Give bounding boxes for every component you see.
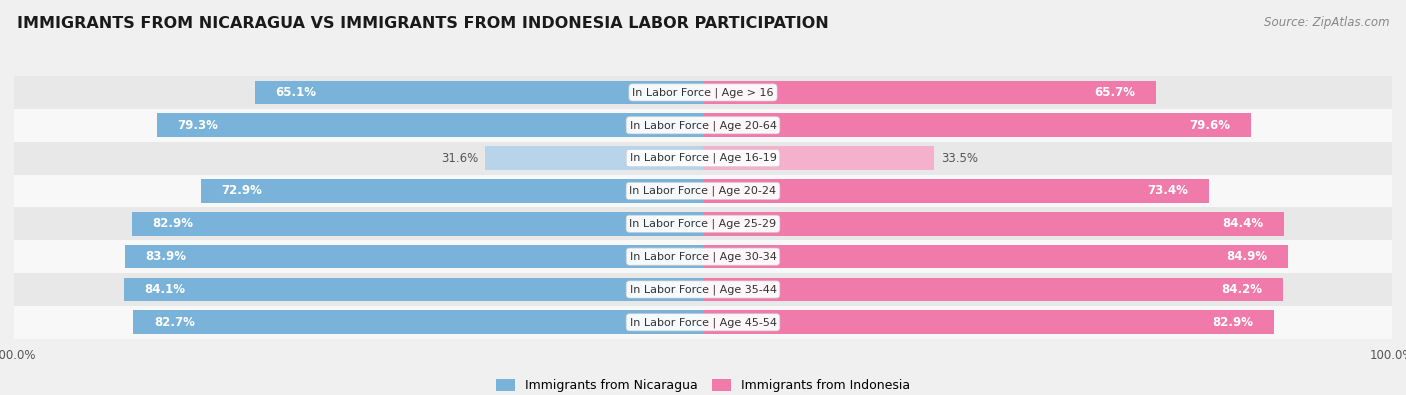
Bar	[703, 278, 1284, 301]
Bar	[703, 212, 1285, 235]
Bar	[124, 278, 703, 301]
Text: In Labor Force | Age 16-19: In Labor Force | Age 16-19	[630, 153, 776, 164]
Text: In Labor Force | Age 45-54: In Labor Force | Age 45-54	[630, 317, 776, 327]
Bar	[703, 146, 934, 170]
Bar	[254, 81, 703, 104]
Text: 84.9%: 84.9%	[1226, 250, 1267, 263]
Text: In Labor Force | Age 30-34: In Labor Force | Age 30-34	[630, 251, 776, 262]
Bar	[125, 245, 703, 269]
Bar	[0, 207, 1406, 240]
Text: Source: ZipAtlas.com: Source: ZipAtlas.com	[1264, 16, 1389, 29]
Bar	[134, 310, 703, 334]
Bar	[703, 81, 1156, 104]
Bar	[0, 306, 1406, 339]
Bar	[0, 273, 1406, 306]
Text: 72.9%: 72.9%	[221, 184, 263, 198]
Text: 65.7%: 65.7%	[1094, 86, 1135, 99]
Bar	[156, 113, 703, 137]
Bar	[0, 142, 1406, 175]
Text: 79.3%: 79.3%	[177, 119, 218, 132]
Bar	[0, 109, 1406, 142]
Text: 82.9%: 82.9%	[1212, 316, 1254, 329]
Bar	[703, 113, 1251, 137]
Bar	[703, 179, 1209, 203]
Text: 79.6%: 79.6%	[1189, 119, 1230, 132]
Text: In Labor Force | Age 20-24: In Labor Force | Age 20-24	[630, 186, 776, 196]
Bar	[703, 245, 1288, 269]
Text: 82.9%: 82.9%	[152, 217, 194, 230]
Legend: Immigrants from Nicaragua, Immigrants from Indonesia: Immigrants from Nicaragua, Immigrants fr…	[491, 374, 915, 395]
Text: 83.9%: 83.9%	[146, 250, 187, 263]
Text: 82.7%: 82.7%	[153, 316, 195, 329]
Text: 65.1%: 65.1%	[276, 86, 316, 99]
Text: 84.4%: 84.4%	[1223, 217, 1264, 230]
Text: 73.4%: 73.4%	[1147, 184, 1188, 198]
Bar	[703, 310, 1274, 334]
Text: 31.6%: 31.6%	[441, 152, 478, 165]
Bar	[0, 240, 1406, 273]
Bar	[485, 146, 703, 170]
Bar	[0, 175, 1406, 207]
Text: In Labor Force | Age > 16: In Labor Force | Age > 16	[633, 87, 773, 98]
Bar	[132, 212, 703, 235]
Text: 84.2%: 84.2%	[1222, 283, 1263, 296]
Text: 84.1%: 84.1%	[145, 283, 186, 296]
Text: In Labor Force | Age 35-44: In Labor Force | Age 35-44	[630, 284, 776, 295]
Bar	[201, 179, 703, 203]
Text: IMMIGRANTS FROM NICARAGUA VS IMMIGRANTS FROM INDONESIA LABOR PARTICIPATION: IMMIGRANTS FROM NICARAGUA VS IMMIGRANTS …	[17, 16, 828, 31]
Bar	[0, 76, 1406, 109]
Text: 33.5%: 33.5%	[941, 152, 977, 165]
Text: In Labor Force | Age 25-29: In Labor Force | Age 25-29	[630, 218, 776, 229]
Text: In Labor Force | Age 20-64: In Labor Force | Age 20-64	[630, 120, 776, 130]
